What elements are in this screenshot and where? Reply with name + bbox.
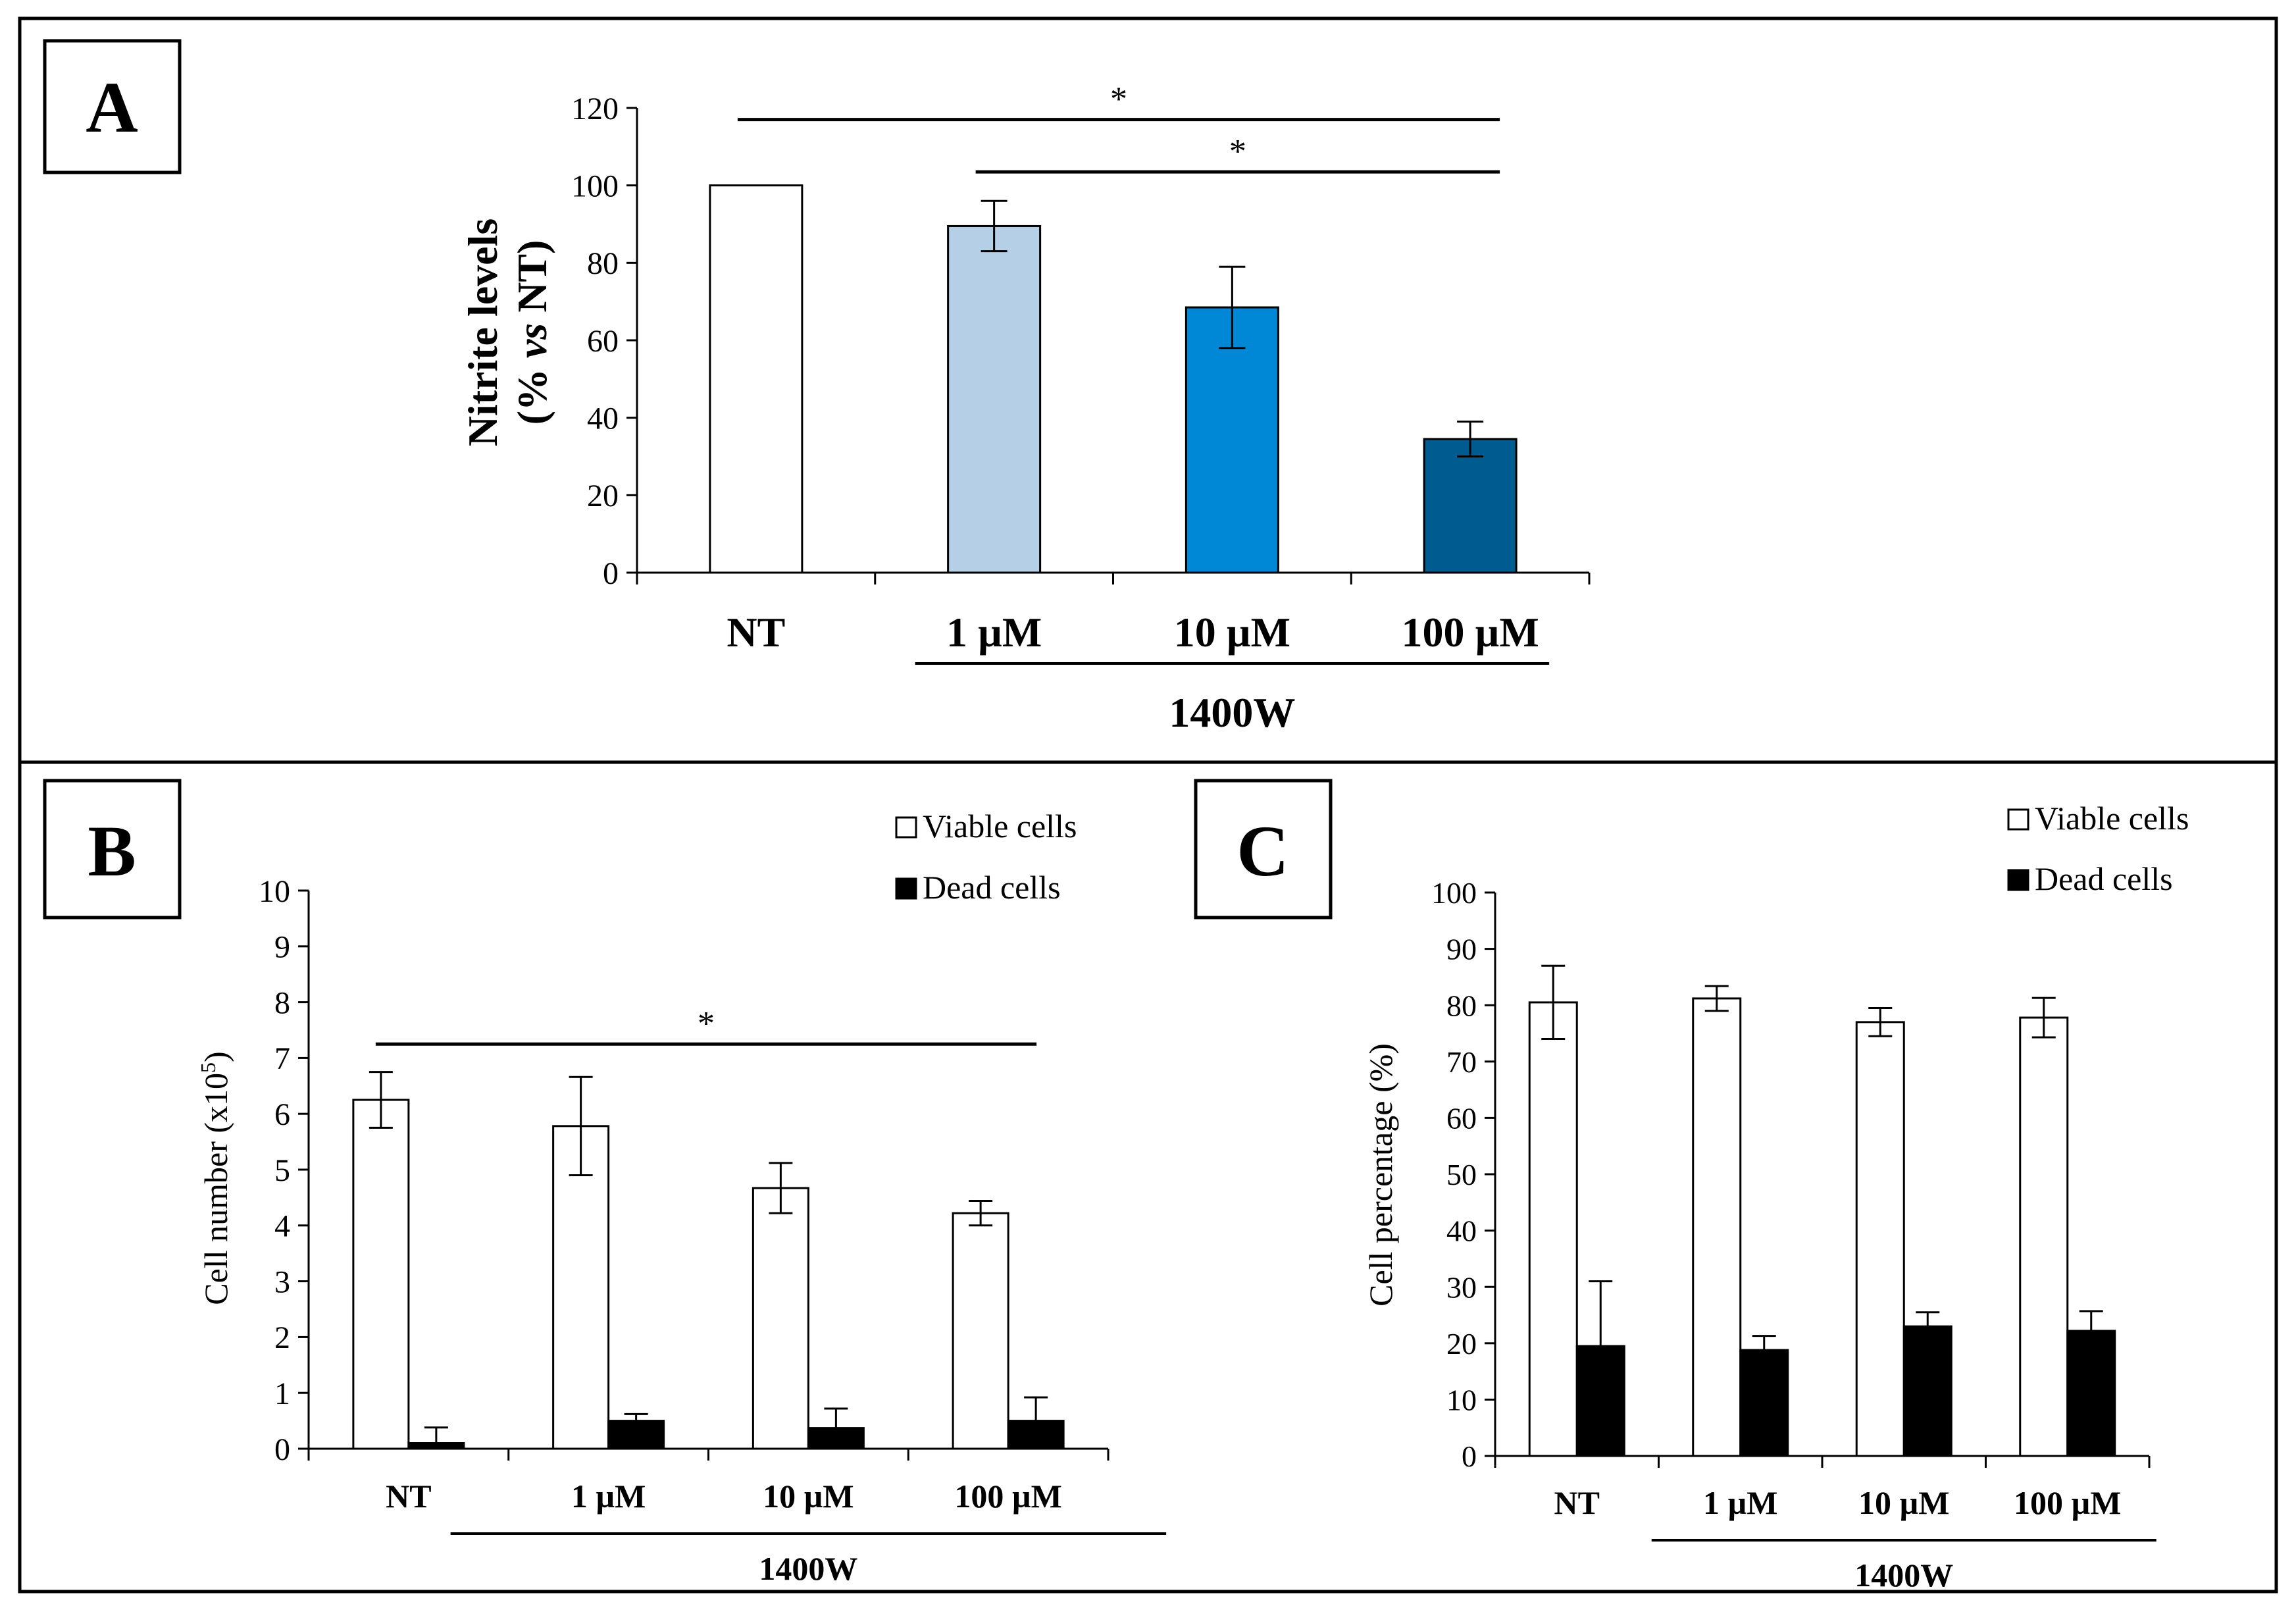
panel-c-label: C bbox=[1237, 811, 1288, 891]
y-tick-label: 30 bbox=[1446, 1270, 1477, 1304]
bar-viable bbox=[752, 1187, 809, 1450]
y-tick-label: 60 bbox=[587, 324, 619, 359]
y-tick-label: 5 bbox=[274, 1153, 290, 1188]
y-tick-label: 10 bbox=[259, 874, 290, 909]
bar-viable bbox=[352, 1099, 410, 1450]
category-label: 1 µM bbox=[946, 609, 1042, 656]
bar-dead bbox=[1739, 1349, 1789, 1457]
group-label: 1400W bbox=[1169, 689, 1295, 736]
y-tick-label: 20 bbox=[1446, 1327, 1477, 1361]
chart-a: 0 20 40 60 80 100 120 NT 1 µM 10 µM 100 µM 1400W * * N… bbox=[459, 81, 1591, 736]
legend-swatch-viable bbox=[2007, 808, 2029, 831]
significance-star: * bbox=[1110, 81, 1127, 118]
category-label: NT bbox=[386, 1478, 431, 1515]
group-label: 1400W bbox=[759, 1550, 857, 1587]
panel-c-label-box bbox=[1194, 779, 1333, 920]
y-tick-label: 40 bbox=[587, 401, 619, 436]
panel-a-frame bbox=[18, 16, 2278, 764]
legend-swatch-dead bbox=[2007, 869, 2029, 891]
y-tick-label: 1 bbox=[274, 1376, 290, 1411]
y-tick-label: 100 bbox=[571, 169, 619, 203]
y-axis-title: Cell percentage (%) bbox=[1362, 1043, 1399, 1307]
y-tick-label: 100 bbox=[1431, 876, 1477, 910]
category-label: 10 µM bbox=[1174, 609, 1290, 656]
legend-label-dead: Dead cells bbox=[923, 869, 1061, 906]
bar-viable bbox=[1855, 1021, 1905, 1457]
y-tick-label: 60 bbox=[1446, 1102, 1477, 1135]
chart-c: 0 10 20 30 40 50 60 70 80 90 100 NT 1 µM 10 µM 100 µM 1… bbox=[1362, 800, 2189, 1594]
bar-viable bbox=[1692, 997, 1742, 1457]
y-tick-label: 70 bbox=[1446, 1045, 1477, 1079]
category-label: 100 µM bbox=[954, 1478, 1062, 1515]
bar-viable bbox=[552, 1125, 610, 1450]
y-tick-label: 0 bbox=[274, 1432, 290, 1467]
y-tick-label: 20 bbox=[587, 479, 619, 513]
legend-label-viable: Viable cells bbox=[923, 808, 1077, 844]
bar-dead bbox=[2066, 1330, 2116, 1457]
legend-label-dead: Dead cells bbox=[2035, 860, 2173, 897]
y-tick-label: 0 bbox=[603, 556, 619, 591]
y-tick-label: 7 bbox=[274, 1041, 290, 1076]
y-tick-label: 10 bbox=[1446, 1384, 1477, 1417]
panel-a-label-box bbox=[43, 39, 182, 174]
bar-value bbox=[1423, 438, 1518, 574]
category-label: 100 µM bbox=[2014, 1484, 2122, 1521]
bar-dead bbox=[1902, 1325, 1952, 1457]
significance-star: * bbox=[698, 1005, 715, 1043]
y-axis-title-line2: (% vs NT) bbox=[509, 240, 555, 425]
category-label: NT bbox=[727, 609, 785, 656]
category-label: 10 µM bbox=[763, 1478, 854, 1515]
legend-label-viable: Viable cells bbox=[2035, 800, 2189, 837]
y-tick-label: 80 bbox=[587, 246, 619, 281]
y-tick-label: 80 bbox=[1446, 989, 1477, 1022]
bar-viable bbox=[1528, 1001, 1578, 1457]
y-axis-title: Cell number (x105) bbox=[196, 1051, 234, 1305]
y-tick-label: 2 bbox=[274, 1320, 290, 1355]
bar-viable bbox=[2019, 1016, 2069, 1457]
panel-b-label: B bbox=[88, 811, 136, 891]
group-label: 1400W bbox=[1854, 1557, 1953, 1594]
bar-value bbox=[1185, 306, 1279, 574]
category-label: NT bbox=[1554, 1484, 1600, 1521]
panel-bc-frame bbox=[18, 760, 2278, 1594]
bar-value bbox=[947, 224, 1042, 574]
chart-b: 0 1 2 3 4 5 6 7 8 9 10 NT 1 µM 10 µM 100 µM 1400W * Cell … bbox=[196, 808, 1167, 1587]
y-tick-label: 8 bbox=[274, 985, 290, 1020]
category-label: 1 µM bbox=[1703, 1484, 1778, 1521]
y-tick-label: 120 bbox=[571, 91, 619, 126]
category-label: 10 µM bbox=[1858, 1484, 1950, 1521]
y-tick-label: 4 bbox=[274, 1209, 290, 1244]
y-axis-title-line1: Nitrite levels bbox=[459, 219, 506, 447]
significance-star: * bbox=[1229, 133, 1246, 170]
y-tick-label: 3 bbox=[274, 1264, 290, 1299]
bar-viable bbox=[952, 1212, 1009, 1450]
y-tick-label: 6 bbox=[274, 1097, 290, 1132]
bar-value bbox=[709, 184, 804, 574]
y-tick-label: 0 bbox=[1462, 1439, 1477, 1473]
panel-a-label: A bbox=[86, 67, 138, 147]
y-tick-label: 40 bbox=[1446, 1214, 1477, 1248]
legend-swatch-viable bbox=[895, 816, 917, 839]
y-tick-label: 9 bbox=[274, 930, 290, 965]
category-label: 100 µM bbox=[1401, 609, 1539, 656]
category-label: 1 µM bbox=[571, 1478, 646, 1515]
panel-b-label-box bbox=[43, 779, 182, 920]
y-tick-label: 90 bbox=[1446, 933, 1477, 966]
legend-swatch-dead bbox=[895, 877, 917, 900]
y-tick-label: 50 bbox=[1446, 1158, 1477, 1191]
